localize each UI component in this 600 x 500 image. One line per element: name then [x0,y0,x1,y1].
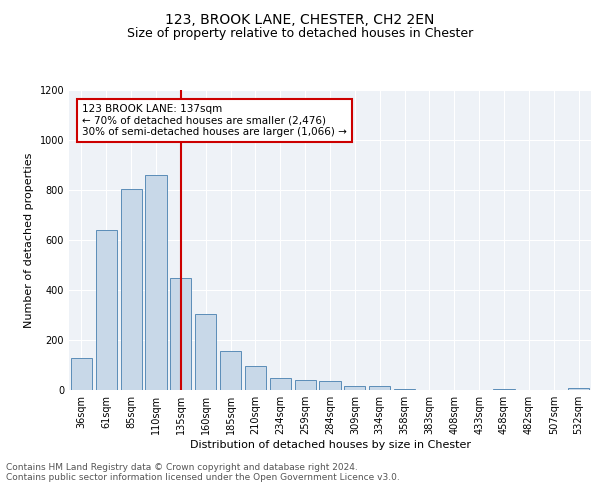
X-axis label: Distribution of detached houses by size in Chester: Distribution of detached houses by size … [190,440,470,450]
Bar [369,386,390,390]
Bar [220,351,241,390]
Text: Size of property relative to detached houses in Chester: Size of property relative to detached ho… [127,28,473,40]
Bar [195,314,216,390]
Text: 123, BROOK LANE, CHESTER, CH2 2EN: 123, BROOK LANE, CHESTER, CH2 2EN [166,12,434,26]
Y-axis label: Number of detached properties: Number of detached properties [24,152,34,328]
Bar [96,230,117,390]
Text: Contains HM Land Registry data © Crown copyright and database right 2024.
Contai: Contains HM Land Registry data © Crown c… [6,462,400,482]
Bar [121,188,142,390]
Bar [344,386,365,390]
Text: 123 BROOK LANE: 137sqm
← 70% of detached houses are smaller (2,476)
30% of semi-: 123 BROOK LANE: 137sqm ← 70% of detached… [82,104,347,137]
Bar [71,358,92,390]
Bar [170,278,191,390]
Bar [245,366,266,390]
Bar [394,389,415,390]
Bar [319,381,341,390]
Bar [493,389,515,390]
Bar [295,380,316,390]
Bar [145,175,167,390]
Bar [270,378,291,390]
Bar [568,388,589,390]
